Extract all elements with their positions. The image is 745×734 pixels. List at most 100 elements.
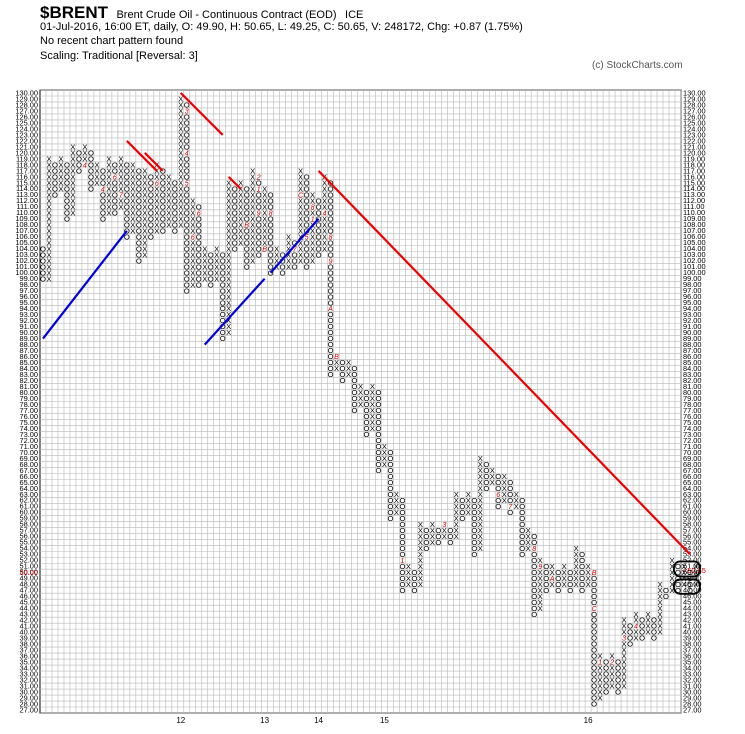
o-box: O [375, 406, 381, 415]
x-box: X [526, 526, 531, 535]
x-box: X [130, 226, 135, 235]
y-axis-tick-label-left: 75.00 [20, 418, 39, 427]
x-box: X [358, 400, 363, 409]
x-box: X [598, 688, 603, 697]
o-box: O [256, 178, 262, 187]
x-box: X [142, 244, 147, 253]
x-box: X [430, 526, 435, 535]
y-axis-tick-label-right: 107.00 [683, 226, 706, 235]
o-box: O [112, 202, 118, 211]
o-box: O [160, 214, 166, 223]
x-box: X [58, 160, 63, 169]
y-axis-tick-label-right: 57.00 [683, 526, 702, 535]
o-box: O [375, 460, 381, 469]
o-box: O [64, 214, 70, 223]
o-box: O [519, 502, 525, 511]
y-axis-tick-label-left: 63.00 [20, 490, 39, 499]
x-box: X [226, 226, 231, 235]
x-box: X [478, 496, 483, 505]
o-box: O [172, 220, 178, 229]
x-box: X [190, 208, 195, 217]
o-box: O [256, 190, 262, 199]
o-box: O [148, 214, 154, 223]
o-box: O [471, 508, 477, 517]
x-box: X [418, 568, 423, 577]
o-box: O [40, 274, 46, 283]
x-box: X [418, 538, 423, 547]
x-box: X [106, 154, 111, 163]
o-box: O [64, 184, 70, 193]
o-box: O [627, 622, 633, 631]
y-axis-tick-label-left: 36.00 [20, 651, 39, 660]
o-box: O [387, 460, 393, 469]
o-box: O [304, 196, 310, 205]
o-box: O [148, 190, 154, 199]
o-box: O [591, 616, 597, 625]
o-box: O [328, 274, 334, 283]
y-axis-tick-label-left: 30.00 [20, 687, 39, 696]
x-box: X [298, 196, 303, 205]
x-box: X [657, 580, 662, 589]
x-box: X [226, 304, 231, 313]
x-box: X [286, 262, 291, 271]
o-box: O [615, 682, 621, 691]
o-box: O [399, 586, 405, 595]
o-box: O [399, 520, 405, 529]
o-box: O [387, 508, 393, 517]
o-box: O [52, 190, 58, 199]
y-axis-tick-label-left: 34.00 [20, 663, 39, 672]
x-box: X [346, 358, 351, 367]
o-box: O [423, 544, 429, 553]
month-marker: 4 [185, 148, 189, 157]
o-box: O [328, 184, 334, 193]
x-box: X [142, 196, 147, 205]
o-box: O [316, 202, 322, 211]
o-box: O [399, 526, 405, 535]
y-axis-tick-label-right: 89.00 [683, 334, 702, 343]
o-box: O [112, 166, 118, 175]
y-axis-tick-label-right: 34.00 [683, 663, 702, 672]
x-box: X [94, 178, 99, 187]
x-box: X [226, 316, 231, 325]
y-axis-tick-label-left: 28.00 [20, 699, 39, 708]
x-box: X [478, 514, 483, 523]
x-box: X [202, 268, 207, 277]
o-box: O [411, 586, 417, 595]
x-box: X [202, 262, 207, 271]
y-axis-tick-label-right: 101.00 [683, 262, 706, 271]
o-box: O [340, 364, 346, 373]
o-box: O [184, 172, 190, 181]
x-box: X [226, 256, 231, 265]
o-box: O [160, 184, 166, 193]
y-axis-tick-label-right: 79.00 [683, 394, 702, 403]
x-box: X [166, 202, 171, 211]
o-box: O [256, 220, 262, 229]
o-box: O [112, 196, 118, 205]
x-box: X [226, 286, 231, 295]
o-box: O [256, 244, 262, 253]
x-box: X [430, 532, 435, 541]
x-box: X [346, 364, 351, 373]
month-marker: 4 [634, 622, 638, 631]
y-axis-tick-label-left: 70.00 [20, 448, 39, 457]
x-box: X [298, 244, 303, 253]
x-box: X [178, 113, 183, 122]
o-box: O [352, 376, 358, 385]
o-box: O [304, 262, 310, 271]
o-box: O [148, 184, 154, 193]
x-box: X [250, 172, 255, 181]
x-box: X [70, 196, 75, 205]
month-marker: B [244, 220, 249, 229]
x-box: X [454, 496, 459, 505]
o-box: O [76, 148, 82, 157]
y-axis-tick-label-right: 122.00 [683, 136, 706, 145]
o-box: O [340, 358, 346, 367]
y-axis-tick-label-right: 103.00 [683, 250, 706, 259]
y-axis-tick-label-right: 86.00 [683, 352, 702, 361]
o-box: O [375, 400, 381, 409]
y-axis-tick-label-right: 47.00 [683, 586, 702, 595]
x-box: X [382, 442, 387, 451]
o-box: O [244, 256, 250, 265]
o-box: O [220, 328, 226, 337]
o-box: O [531, 550, 537, 559]
